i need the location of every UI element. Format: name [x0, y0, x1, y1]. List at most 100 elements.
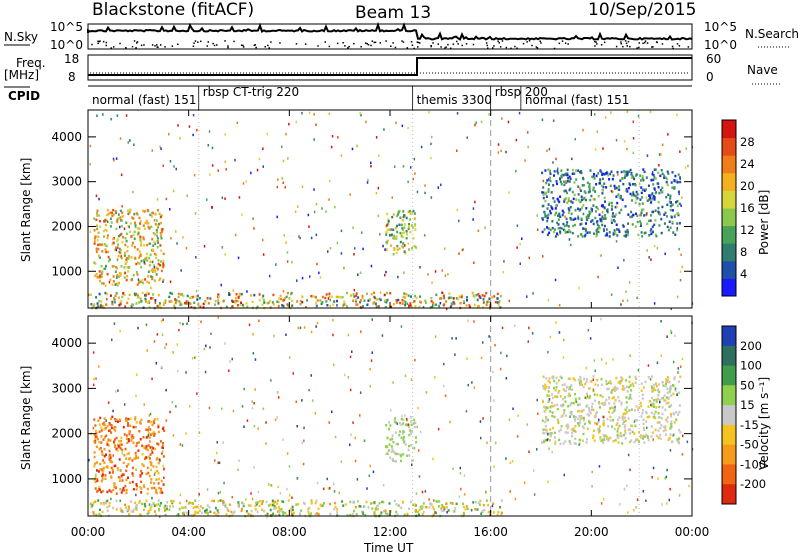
noise-cell — [347, 333, 350, 337]
data-cell — [171, 500, 174, 504]
data-cell — [570, 212, 573, 216]
data-cell — [558, 389, 561, 393]
data-cell — [582, 227, 585, 230]
data-cell — [545, 191, 547, 195]
data-cell — [104, 223, 107, 227]
data-cell — [595, 412, 598, 415]
noise-cell — [547, 299, 550, 302]
data-cell — [432, 303, 435, 307]
data-cell — [562, 388, 565, 391]
noise-cell — [258, 157, 261, 161]
data-cell — [143, 485, 146, 489]
data-cell — [545, 181, 548, 185]
noise-cell — [592, 378, 595, 381]
data-cell — [365, 292, 368, 296]
data-cell — [164, 299, 167, 302]
noise-cell — [414, 294, 416, 298]
data-cell — [162, 265, 165, 269]
data-cell — [147, 420, 150, 423]
data-cell — [583, 377, 586, 381]
mode-label: normal (fast) 151 — [92, 93, 196, 107]
data-cell — [96, 302, 99, 305]
data-cell — [407, 210, 410, 213]
data-cell — [657, 394, 660, 397]
data-cell — [654, 428, 657, 432]
data-cell — [99, 274, 101, 277]
data-cell — [125, 278, 128, 282]
data-cell — [593, 232, 596, 235]
data-cell — [125, 488, 128, 492]
data-cell — [125, 465, 128, 468]
noise-cell — [321, 207, 323, 210]
data-cell — [98, 276, 101, 279]
data-cell — [159, 501, 162, 505]
data-cell — [104, 436, 106, 439]
noise-cell — [458, 219, 460, 223]
noise-cell — [158, 458, 161, 462]
data-cell — [146, 301, 149, 304]
data-cell — [649, 214, 652, 217]
noise-cell — [371, 318, 373, 321]
data-cell — [440, 507, 443, 510]
data-cell — [612, 212, 614, 215]
noise-cell — [471, 381, 473, 384]
data-cell — [629, 192, 632, 196]
data-cell — [116, 267, 119, 270]
data-cell — [291, 304, 294, 307]
data-cell — [636, 220, 639, 224]
noise-cell — [687, 164, 689, 168]
noise-cell — [375, 136, 378, 139]
x-tick-label: 12:00 — [373, 525, 408, 539]
data-cell — [140, 241, 143, 244]
data-cell — [145, 499, 148, 503]
noise-cell — [225, 168, 227, 171]
data-cell — [575, 169, 578, 172]
data-cell — [409, 500, 412, 504]
data-cell — [635, 212, 637, 216]
noise-cell — [516, 246, 518, 249]
data-cell — [406, 513, 409, 517]
data-cell — [272, 512, 275, 516]
data-cell — [94, 437, 97, 440]
noise-cell — [615, 139, 618, 142]
data-cell — [624, 408, 627, 411]
data-cell — [401, 231, 404, 235]
data-cell — [153, 434, 156, 437]
data-cell — [562, 442, 565, 445]
data-cell — [624, 175, 627, 178]
data-cell — [671, 186, 674, 189]
data-cell — [408, 454, 411, 457]
data-cell — [112, 208, 115, 212]
data-cell — [572, 429, 575, 432]
data-cell — [592, 175, 595, 178]
noise-cell — [262, 407, 265, 411]
noise-cell — [251, 400, 253, 403]
data-cell — [548, 183, 550, 186]
data-cell — [95, 445, 98, 449]
data-cell — [620, 208, 623, 212]
noise-cell — [155, 362, 158, 365]
data-cell — [643, 214, 646, 217]
noise-cell — [279, 492, 282, 495]
data-cell — [653, 383, 656, 387]
data-cell — [116, 220, 119, 224]
data-cell — [574, 208, 577, 212]
data-cell — [342, 504, 345, 507]
data-cell — [146, 291, 149, 295]
data-cell — [131, 303, 134, 306]
data-cell — [222, 503, 225, 506]
noise-cell — [563, 473, 565, 477]
data-cell — [349, 513, 352, 517]
data-cell — [105, 219, 108, 222]
data-cell — [663, 399, 666, 402]
nsearch-dot — [445, 46, 447, 48]
data-cell — [403, 295, 406, 299]
noise-cell — [316, 481, 319, 485]
data-cell — [604, 403, 607, 406]
nsearch-dot — [156, 44, 158, 46]
noise-cell — [370, 264, 373, 268]
noise-cell — [646, 212, 648, 215]
data-cell — [568, 392, 571, 396]
data-cell — [371, 507, 374, 510]
